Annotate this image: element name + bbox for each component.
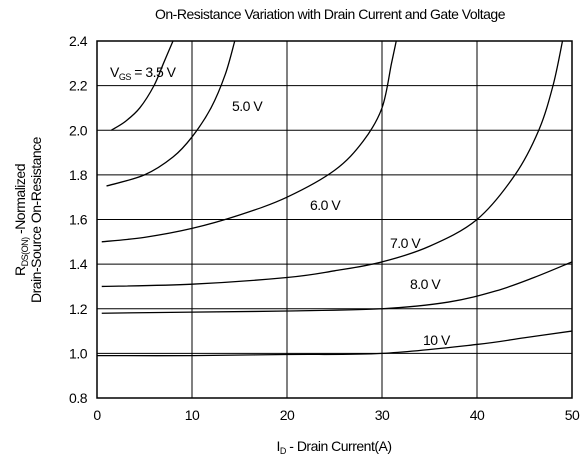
series-line — [101, 261, 572, 314]
x-tick-label: 50 — [565, 407, 580, 423]
chart-title: On-Resistance Variation with Drain Curre… — [155, 6, 506, 22]
series-name: 7.0 V — [390, 235, 421, 251]
series-line — [101, 40, 397, 243]
series-label: VGS = 3.5 V — [110, 64, 177, 82]
legend-prefix-main: V — [110, 64, 120, 80]
series-name: 8.0 V — [410, 276, 441, 292]
y-tick-label: 1.0 — [69, 345, 88, 361]
x-tick-label: 40 — [470, 407, 485, 423]
y-tick-label: 2.4 — [69, 33, 88, 49]
y-tick-label: 1.4 — [69, 256, 88, 272]
x-label-sub: D — [280, 446, 287, 456]
series-label: 10 V — [423, 332, 451, 348]
y-tick-label: 2.2 — [69, 78, 88, 94]
y-tick-label: 2.0 — [69, 122, 88, 138]
series-label: 6.0 V — [310, 197, 341, 213]
x-tick-label: 10 — [185, 407, 200, 423]
x-label-main: I — [276, 438, 279, 454]
plot-frame — [96, 40, 573, 399]
y-tick-label: 1.2 — [69, 301, 88, 317]
series-line — [97, 330, 572, 357]
series-line — [101, 40, 564, 288]
x-tick-label: 30 — [375, 407, 390, 423]
y-label-line2: Drain-Source On-Resistance — [28, 136, 44, 303]
y-tick-label: 0.8 — [69, 390, 88, 406]
y-tick-label: 1.8 — [69, 167, 88, 183]
series-label: 7.0 V — [390, 235, 421, 251]
series-line — [106, 40, 236, 187]
x-tick-label: 0 — [93, 407, 101, 423]
y-label-line1: RDS(ON) -Normalized — [12, 164, 30, 276]
series-label: 5.0 V — [232, 98, 263, 114]
series-name: 6.0 V — [310, 197, 341, 213]
series-name: 5.0 V — [232, 98, 263, 114]
legend-prefix-sub: GS — [119, 72, 132, 82]
x-label-rest: - Drain Current(A) — [286, 438, 392, 454]
series-label: 8.0 V — [410, 276, 441, 292]
series-line — [110, 40, 174, 131]
y-label-main: R — [12, 266, 28, 276]
x-tick-label: 20 — [280, 407, 295, 423]
y-tick-label: 1.6 — [69, 212, 88, 228]
legend-prefix-rest: = — [131, 64, 145, 80]
series-name: 10 V — [423, 332, 451, 348]
x-axis-label: ID - Drain Current(A) — [276, 438, 391, 456]
y-axis-label: RDS(ON) -Normalized Drain-Source On-Resi… — [12, 136, 44, 303]
y-label-sub: DS(ON) — [20, 237, 30, 266]
y-label-rest: -Normalized — [12, 164, 28, 237]
series-name: 3.5 V — [145, 64, 176, 80]
